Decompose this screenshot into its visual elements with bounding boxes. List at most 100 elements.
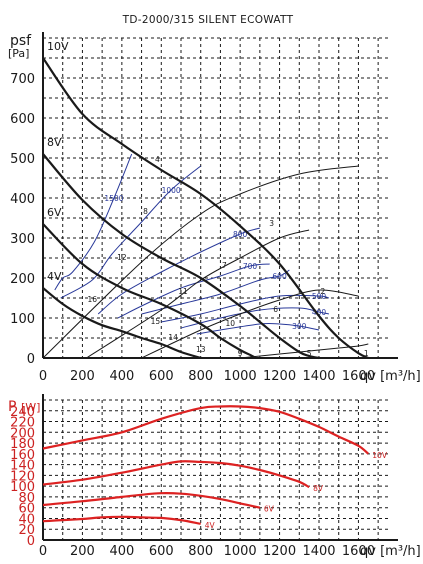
y-tick-label: 220 [10,416,35,431]
system-line [240,343,369,359]
y-tick-label: 0 [27,352,35,367]
x-tick-label: 200 [70,369,95,384]
y-tick-label: 300 [10,232,35,247]
y-tick-label: 60 [18,502,35,517]
x-tick-label: 600 [149,544,174,559]
y-tick-label: 700 [10,72,35,87]
iso-line-label: 700 [243,262,258,271]
iso-line-label: 600 [272,272,287,281]
iso-line [196,322,320,335]
y-tick-label: 160 [10,448,35,463]
pressure-chart: 0 100 200 300 400 500 600 700 0 200 400 600 800 1000 1… [10,32,421,384]
x-tick-label: 1000 [224,369,257,384]
fan-curve-label: 8V [47,136,62,149]
y-tick-label: 0 [27,534,35,549]
y-tick-label: 140 [10,459,35,474]
x-tick-label: 1400 [302,369,335,384]
power-axis-label: P [8,399,16,415]
operating-point-label: 3 [269,219,274,228]
power-axis-unit: [W] [21,401,40,414]
operating-point-label: 8 [143,207,148,216]
x-tick-label: 1200 [263,369,296,384]
power-curve [42,492,261,509]
power-curve-label: 6V [264,505,275,514]
fan-curve [42,223,257,359]
iso-line [161,294,330,323]
iso-line-label: 800 [233,230,248,239]
y-tick-label: 100 [10,480,35,495]
y-tick-label: 40 [18,512,35,527]
fan-curve [42,57,369,360]
iso-line-label: 1500 [104,194,123,203]
iso-line-label: 400 [312,308,327,317]
fan-curve [42,287,202,360]
y-tick-label: 600 [10,112,35,127]
power-curve [42,405,370,455]
fan-curve-label: 4V [47,270,62,283]
x-tick-label: 1600 [342,544,375,559]
system-line [42,165,359,359]
x-tick-label: 200 [70,544,95,559]
y-tick-label: 100 [10,312,35,327]
x-tick-label: 1400 [302,544,335,559]
chart-title: TD-2000/315 SILENT ECOWATT [122,14,294,26]
y-tick-label: 240 [10,405,35,420]
pressure-axis-label: psf [10,33,32,49]
operating-point-label: 10 [226,319,236,328]
iso-line [54,153,133,291]
iso-line [180,307,329,329]
operating-point-label: 4 [155,155,160,164]
iso-line-label: 500 [312,292,327,301]
y-tick-label: 20 [18,523,35,538]
iso-line [117,263,270,319]
iso-line [97,227,261,315]
x-tick-label: 0 [39,369,47,384]
y-tick-label: 200 [10,272,35,287]
y-tick-label: 180 [10,437,35,452]
y-tick-label: 500 [10,152,35,167]
x-tick-label: 800 [188,369,213,384]
iso-line-label: 300 [292,322,307,331]
operating-point-label: 6 [273,305,278,314]
operating-point-label: 15 [151,317,161,326]
operating-point-label: 5 [307,349,312,358]
y-tick-label: 120 [10,469,35,484]
x-tick-label: 400 [109,544,134,559]
operating-point-label: 11 [178,287,188,296]
x-axis-label: qv [m³/h] [360,369,421,384]
y-tick-label: 400 [10,192,35,207]
x-tick-label: 0 [39,544,47,559]
x-tick-label: 600 [149,369,174,384]
x-tick-label: 1000 [224,544,257,559]
operating-point-label: 9 [238,349,243,358]
power-curve-label: 4V [205,521,216,530]
operating-point-label: 13 [196,345,206,354]
operating-point-label: 12 [117,253,127,262]
operating-point-label: 2 [321,287,326,296]
system-line [86,229,310,359]
operating-point-label: 1 [364,349,369,358]
power-curve [42,515,201,525]
operating-point-label: 14 [168,333,178,342]
operating-point-label: 7 [222,261,227,270]
power-curve-label: 10V [372,451,388,460]
iso-line [60,165,202,299]
x-tick-label: 1200 [263,544,296,559]
x-tick-label: 1600 [342,369,375,384]
power-curve [42,460,310,489]
x-axis-label: qv [m³/h] [360,544,421,559]
iso-line [141,269,290,315]
x-tick-label: 800 [188,544,213,559]
fan-curve [42,153,320,360]
operating-point-label: 16 [88,295,98,304]
y-tick-label: 80 [18,491,35,506]
system-line [141,289,359,359]
y-tick-label: 200 [10,426,35,441]
x-tick-label: 400 [109,369,134,384]
power-curve-label: 8V [313,484,324,493]
pressure-axis-unit: [Pa] [8,47,29,60]
fan-curve-label: 6V [47,206,62,219]
fan-curve-label: 10V [47,40,69,53]
